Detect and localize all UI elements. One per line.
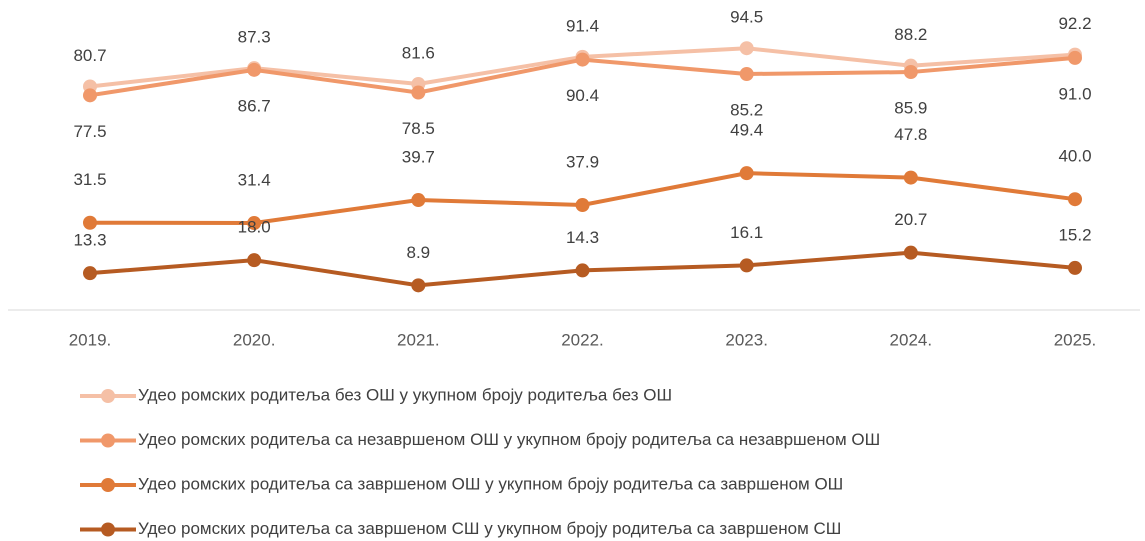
data-label: 87.3 — [238, 28, 271, 47]
data-label: 39.7 — [402, 148, 435, 167]
data-label: 91.0 — [1058, 84, 1091, 103]
point — [411, 85, 426, 100]
data-label: 18.0 — [238, 218, 271, 237]
point — [247, 62, 262, 77]
data-label: 92.2 — [1058, 14, 1091, 33]
x-tick-label: 2023. — [725, 330, 768, 349]
legend-label: Удео ромских родитеља са незавршеном ОШ … — [138, 430, 880, 449]
point — [575, 52, 590, 67]
data-label: 47.8 — [894, 125, 927, 144]
point — [903, 65, 918, 80]
x-tick-label: 2025. — [1054, 330, 1097, 349]
data-label: 94.5 — [730, 8, 763, 27]
point — [903, 245, 918, 260]
point — [83, 266, 97, 281]
x-tick-label: 2019. — [69, 330, 112, 349]
data-label: 49.4 — [730, 121, 763, 140]
point — [739, 166, 754, 181]
data-label: 14.3 — [566, 228, 599, 247]
point — [1068, 192, 1082, 207]
data-label: 86.7 — [238, 96, 271, 115]
x-tick-label: 2021. — [397, 330, 440, 349]
point — [903, 170, 918, 185]
point — [739, 41, 754, 56]
point — [1068, 260, 1082, 275]
legend-label: Удео ромских родитеља са завршеном ОШ у … — [138, 474, 843, 493]
legend-label: Удео ромских родитеља без ОШ у укупном б… — [138, 385, 672, 404]
point — [247, 253, 262, 268]
point — [411, 278, 426, 293]
data-label: 40.0 — [1058, 147, 1091, 166]
data-label: 81.6 — [402, 43, 435, 62]
data-label: 91.4 — [566, 16, 599, 35]
point — [1068, 50, 1082, 65]
data-label: 78.5 — [402, 119, 435, 138]
x-tick-label: 2022. — [561, 330, 604, 349]
data-label: 88.2 — [894, 25, 927, 44]
data-label: 15.2 — [1058, 225, 1091, 244]
data-label: 31.5 — [73, 170, 106, 189]
legend-label: Удео ромских родитеља са завршеном СШ у … — [138, 519, 841, 538]
data-label: 8.9 — [407, 243, 431, 262]
data-label: 80.7 — [73, 46, 106, 65]
legend-marker — [101, 522, 115, 537]
x-tick-label: 2024. — [890, 330, 933, 349]
legend-marker — [101, 433, 115, 448]
data-label: 77.5 — [73, 122, 106, 141]
data-label: 85.9 — [894, 99, 927, 118]
point — [575, 263, 590, 278]
point — [411, 193, 426, 208]
legend-marker — [101, 389, 115, 403]
point — [83, 88, 97, 103]
point — [83, 215, 97, 230]
data-label: 13.3 — [73, 231, 106, 250]
point — [247, 216, 262, 231]
data-label: 20.7 — [894, 210, 927, 229]
legend-marker — [101, 478, 115, 492]
point — [739, 258, 754, 273]
point — [739, 66, 754, 81]
x-tick-label: 2020. — [233, 330, 276, 349]
data-label: 37.9 — [566, 153, 599, 172]
point — [575, 198, 590, 213]
data-label: 90.4 — [566, 86, 599, 105]
data-label: 85.2 — [730, 100, 763, 119]
data-label: 16.1 — [730, 223, 763, 242]
data-label: 31.4 — [238, 171, 271, 190]
